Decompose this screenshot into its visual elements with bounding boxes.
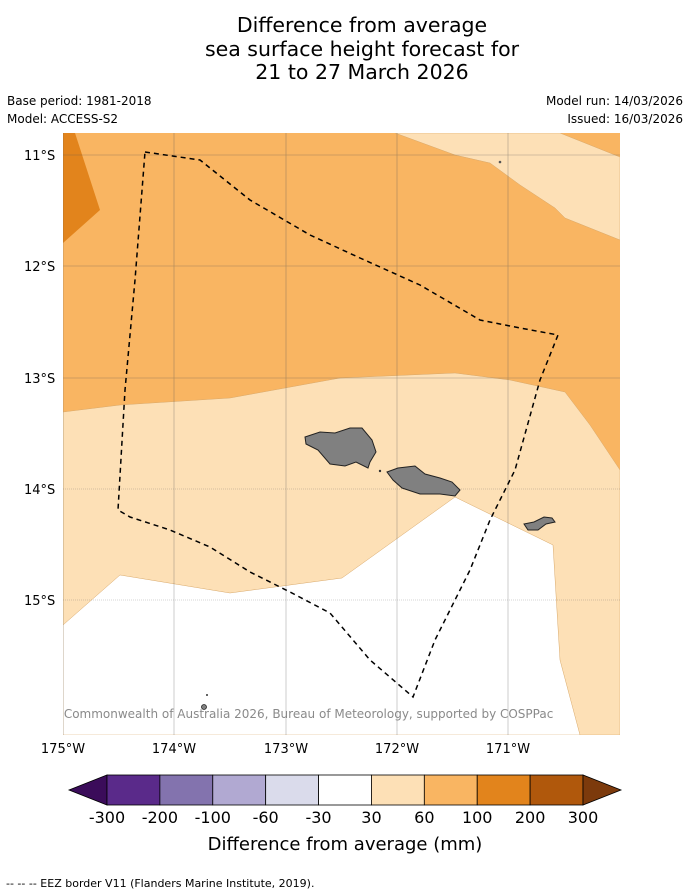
model-run-label: Model run: 14/03/2026 (545, 94, 683, 108)
colorbar-tick-label: 300 (567, 808, 599, 827)
colorbar-tick-label: 200 (514, 808, 546, 827)
issued-label: Issued: 16/03/2026 (567, 112, 683, 126)
chart-title: Difference from average sea surface heig… (0, 13, 690, 85)
colorbar-tick-label: -200 (141, 808, 179, 827)
map-area: © Commonwealth of Australia 2026, Bureau… (48, 133, 620, 735)
title-line-1: Difference from average (236, 13, 488, 37)
colorbar-segment (529, 774, 584, 806)
savaii-island (304, 427, 377, 469)
small-islet (206, 694, 208, 696)
colorbar (67, 774, 623, 806)
band-neutral (63, 496, 581, 735)
title-line-3: 21 to 27 March 2026 (255, 60, 469, 84)
lat-label-14s: 14°S (24, 483, 55, 498)
colorbar-tick-label: -30 (305, 808, 332, 827)
colorbar-segment (318, 774, 372, 806)
band-100-200 (63, 133, 100, 243)
colorbar-tick-label: 100 (461, 808, 493, 827)
colorbar-segment (212, 774, 267, 806)
colorbar-extend-low (67, 774, 108, 806)
small-island-southwest (201, 704, 207, 710)
colorbar-segment (265, 774, 319, 806)
swains-island (498, 160, 502, 164)
copyright-text: © Commonwealth of Australia 2026, Bureau… (48, 707, 553, 721)
model-label: Model: ACCESS-S2 (7, 112, 119, 126)
lat-label-11s: 11°S (24, 149, 55, 164)
colorbar-segment (106, 774, 161, 806)
small-island (378, 469, 382, 473)
lon-label-174w: 174°W (152, 742, 196, 757)
colorbar-extend-high (582, 774, 623, 806)
lat-label-12s: 12°S (24, 260, 55, 275)
band-30-60-north (394, 133, 620, 241)
colorbar-tick-label: -300 (88, 808, 126, 827)
colorbar-segment (476, 774, 531, 806)
colorbar-label: Difference from average (mm) (207, 834, 483, 855)
lon-label-175w: 175°W (41, 742, 85, 757)
lat-label-15s: 15°S (24, 594, 55, 609)
eez-legend: -- -- -- EEZ border V11 (Flanders Marine… (6, 877, 315, 890)
colorbar-segments (67, 774, 623, 806)
tutuila-island (523, 516, 556, 531)
colorbar-tick-label: -60 (252, 808, 279, 827)
colorbar-tick-label: 30 (361, 808, 382, 827)
upolu-island (386, 465, 461, 497)
graticule (63, 133, 620, 735)
lat-label-13s: 13°S (24, 372, 55, 387)
base-period-label: Base period: 1981-2018 (7, 94, 152, 108)
colorbar-segment (423, 774, 478, 806)
colorbar-segment (371, 774, 425, 806)
colorbar-tick-label: -100 (194, 808, 231, 827)
map-figure: © Commonwealth of Australia 2026, Bureau… (24, 133, 620, 757)
eez-border (117, 151, 560, 699)
title-line-2: sea surface height forecast for (204, 36, 520, 61)
lon-label-173w: 173°W (264, 742, 308, 757)
colorbar-segment (159, 774, 214, 806)
lon-label-171w: 171°W (486, 742, 530, 757)
lon-label-172w: 172°W (375, 742, 419, 757)
colorbar-tick-label: 60 (414, 808, 435, 827)
